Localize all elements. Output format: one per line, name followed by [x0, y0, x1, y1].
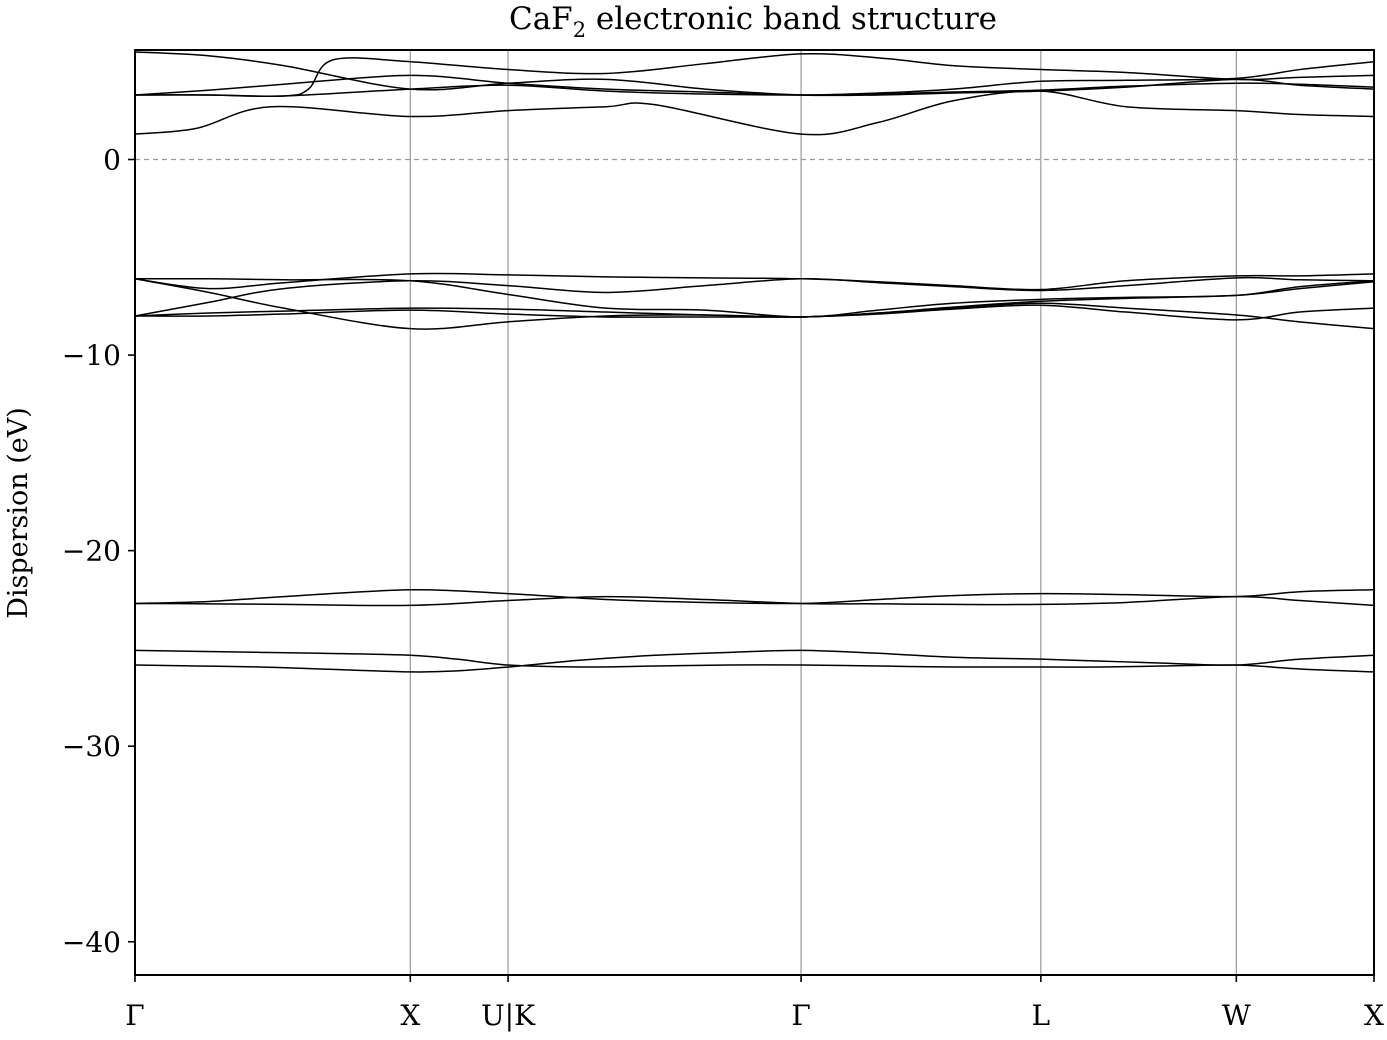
band-line-14 [134, 60, 1375, 96]
y-tick-label-0: 0 [103, 144, 121, 177]
plot-area-frame [134, 49, 1375, 976]
x-tick-label-4: L [1032, 999, 1051, 1032]
y-axis-label: Dispersion (eV) [3, 407, 34, 619]
x-tick-label-2: U|K [481, 999, 536, 1032]
x-tick-label-3: Γ [791, 999, 810, 1032]
x-tick-label-0: Γ [125, 999, 144, 1032]
y-tick-label-3: −30 [62, 730, 121, 763]
y-tick-label-2: −20 [62, 535, 121, 568]
y-tick-label-1: −10 [62, 339, 121, 372]
band-line-2 [134, 649, 1375, 673]
chart-title: CaF2 electronic band structure [509, 1, 997, 42]
y-tick-label-4: −40 [62, 926, 121, 959]
band-line-15 [134, 51, 1375, 97]
x-tick-label-1: X [400, 999, 420, 1032]
chart-title-suffix: electronic band structure [586, 1, 997, 37]
band-line-4 [134, 595, 1375, 607]
band-line-11 [134, 90, 1375, 136]
y-axis-ticks: 0 −10 −20 −30 −40 [62, 144, 135, 959]
x-tick-label-5: W [1222, 999, 1251, 1032]
band-lines [134, 51, 1375, 673]
high-symmetry-lines [409, 50, 1237, 975]
chart-title-subscript: 2 [573, 18, 586, 42]
band-line-1 [134, 649, 1375, 673]
x-tick-label-6: X [1364, 999, 1384, 1032]
band-line-10 [134, 272, 1375, 291]
chart-title-main: CaF [509, 1, 573, 37]
x-axis-ticks: Γ X U|K Γ L W X [125, 975, 1384, 1032]
band-line-13 [134, 52, 1375, 97]
band-line-7 [134, 278, 1375, 330]
